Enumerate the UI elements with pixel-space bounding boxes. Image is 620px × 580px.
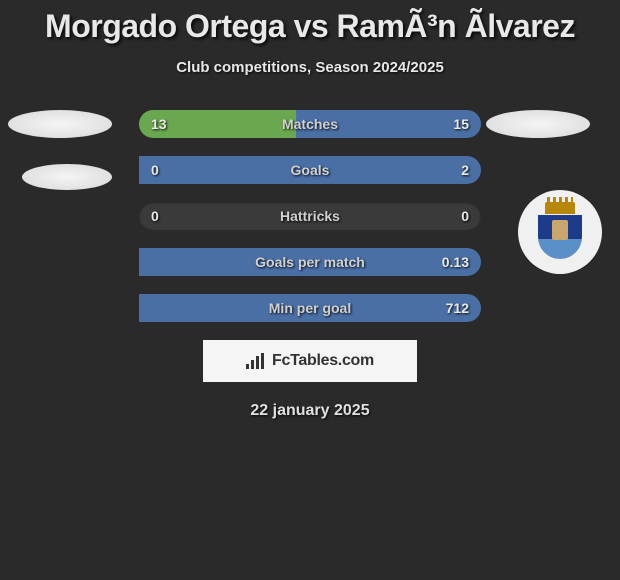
stat-label: Goals per match (255, 254, 365, 270)
comparison-date: 22 january 2025 (0, 402, 620, 420)
stat-value-left: 13 (151, 116, 167, 132)
site-logo: FcTables.com (203, 340, 417, 382)
stat-label: Min per goal (269, 300, 351, 316)
stat-value-right: 15 (453, 116, 469, 132)
comparison-title: Morgado Ortega vs RamÃ³n Ãlvarez (0, 0, 620, 45)
player-left-placeholders (8, 110, 112, 216)
stat-value-right: 0.13 (442, 254, 469, 270)
logo-text: FcTables.com (272, 352, 374, 370)
stat-bar-row: Goals per match 0.13 (139, 248, 481, 276)
stat-bar-row: Min per goal 712 (139, 294, 481, 322)
stats-container: Matches 13 15 Goals 0 2 Hattricks 0 0 Goals per m… (0, 110, 620, 322)
stat-label: Matches (282, 116, 338, 132)
stat-bar-row: Hattricks 0 0 (139, 202, 481, 230)
stat-value-right: 712 (446, 300, 469, 316)
stat-value-left: 0 (151, 162, 159, 178)
stat-value-right: 0 (461, 208, 469, 224)
stat-bar-row: Matches 13 15 (139, 110, 481, 138)
stat-value-right: 2 (461, 162, 469, 178)
stat-bars: Matches 13 15 Goals 0 2 Hattricks 0 0 Goals per m… (139, 110, 481, 322)
player-right-placeholder (486, 110, 590, 138)
club-crest-badge (518, 190, 602, 274)
bars-icon (246, 353, 266, 369)
stat-bar-row: Goals 0 2 (139, 156, 481, 184)
comparison-subtitle: Club competitions, Season 2024/2025 (0, 59, 620, 76)
stat-value-left: 0 (151, 208, 159, 224)
oval-icon (8, 110, 112, 138)
crest-icon (533, 202, 587, 262)
stat-label: Hattricks (280, 208, 340, 224)
oval-icon (22, 164, 112, 190)
stat-label: Goals (291, 162, 330, 178)
